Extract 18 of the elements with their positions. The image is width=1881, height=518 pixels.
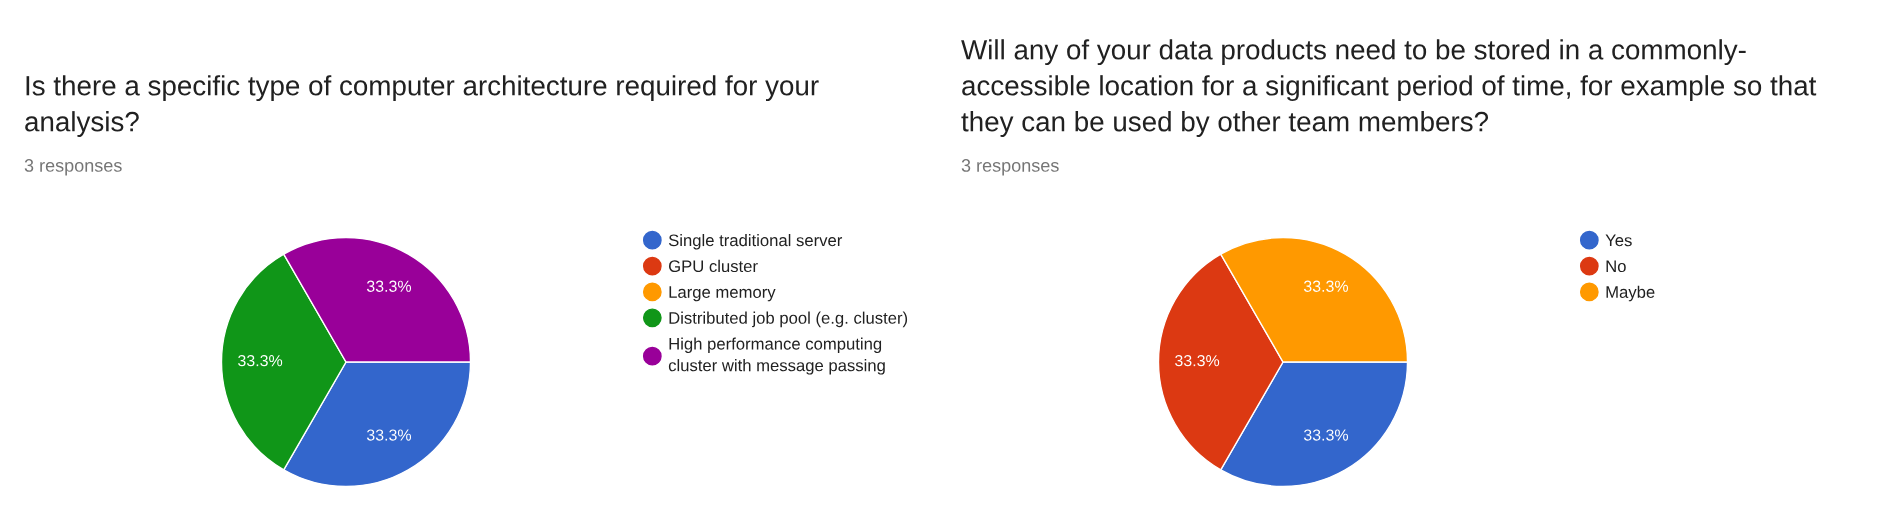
data-label: 33.3%: [1175, 354, 1220, 367]
legend-label: No: [1606, 260, 1626, 273]
legend-label: Maybe: [1606, 285, 1655, 302]
data-label: 33.3%: [1303, 280, 1349, 292]
data-label: 33.3%: [1303, 429, 1349, 441]
text: 3 responses: [961, 159, 1059, 176]
chart-title: Will any of your data products need to be stored in a commonly-accessible location for a significant period of time, for example so that they can be used by other team members?: [961, 39, 1817, 137]
data-label: 33.3%: [238, 354, 283, 367]
chart-title: Is there a specific type of computer architecture required for your analysis?: [25, 75, 819, 137]
data-label: 33.3%: [366, 429, 412, 441]
data-label: 33.3%: [366, 280, 412, 292]
text: 3 responses: [24, 159, 122, 176]
legend-label: Large memory: [669, 286, 776, 302]
legend-label: Distributed job pool (e.g. cluster): [669, 311, 908, 328]
legend-label: Yes: [1605, 234, 1632, 247]
legend-label: GPU cluster: [669, 259, 758, 273]
legend-label: Single traditional server: [668, 234, 843, 250]
legend-label: High performance computing cluster with message passing: [668, 337, 885, 375]
